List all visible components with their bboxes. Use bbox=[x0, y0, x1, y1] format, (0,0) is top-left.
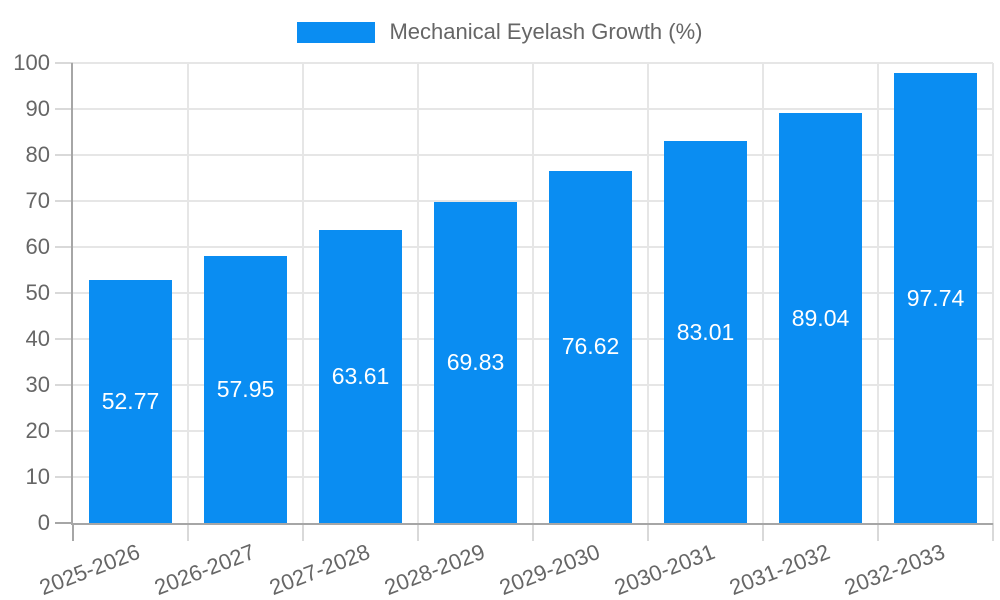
x-axis-tick-label: 2027-2028 bbox=[266, 539, 374, 600]
bar[interactable]: 83.01 bbox=[664, 141, 747, 523]
bar-value-label: 57.95 bbox=[216, 376, 275, 403]
bar[interactable]: 63.61 bbox=[319, 230, 402, 523]
x-axis-tick-label: 2025-2026 bbox=[36, 539, 144, 600]
y-axis-tick bbox=[55, 154, 73, 156]
bar-value-label: 69.83 bbox=[446, 348, 505, 375]
bar[interactable]: 76.62 bbox=[549, 170, 632, 523]
y-axis-tick-label: 70 bbox=[25, 188, 50, 213]
bar-value-label: 97.74 bbox=[906, 284, 965, 311]
y-axis-tick bbox=[55, 108, 73, 110]
x-axis-tick-label: 2028-2029 bbox=[381, 539, 489, 600]
y-axis-line bbox=[71, 63, 73, 525]
chart-legend: Mechanical Eyelash Growth (%) bbox=[0, 19, 1000, 45]
y-axis-tick-label: 100 bbox=[13, 50, 50, 75]
x-axis-tick bbox=[417, 523, 419, 541]
x-axis-tick bbox=[877, 523, 879, 541]
grid-line-vertical bbox=[302, 63, 304, 523]
y-axis-tick-label: 30 bbox=[25, 372, 50, 397]
y-axis-tick-label: 20 bbox=[25, 418, 50, 443]
y-axis-tick-label: 40 bbox=[25, 326, 50, 351]
bar[interactable]: 57.95 bbox=[204, 256, 287, 523]
y-axis-tick bbox=[55, 62, 73, 64]
plot-area: 0 10 20 30 40 50 60 70 80 90 100 52.77 2025-2026 57.9… bbox=[13, 50, 994, 600]
grid-line-vertical bbox=[417, 63, 419, 523]
bar[interactable]: 69.83 bbox=[434, 201, 517, 523]
y-axis-tick bbox=[55, 292, 73, 294]
grid-line-vertical bbox=[992, 63, 994, 523]
y-axis-tick-label: 60 bbox=[25, 234, 50, 259]
x-axis-tick-label: 2032-2033 bbox=[841, 539, 949, 600]
legend-label: Mechanical Eyelash Growth (%) bbox=[389, 19, 703, 44]
y-axis-tick-label: 10 bbox=[25, 464, 50, 489]
y-axis-tick-label: 50 bbox=[25, 280, 50, 305]
legend-item[interactable]: Mechanical Eyelash Growth (%) bbox=[297, 19, 703, 45]
y-axis-tick bbox=[55, 522, 73, 524]
bar[interactable]: 89.04 bbox=[779, 113, 862, 523]
bar[interactable]: 52.77 bbox=[89, 280, 172, 523]
bar-value-label: 52.77 bbox=[101, 388, 160, 415]
x-axis-tick bbox=[72, 523, 74, 541]
x-axis-tick-label: 2031-2032 bbox=[726, 539, 834, 600]
y-axis-tick-label: 90 bbox=[25, 96, 50, 121]
y-axis-tick-label: 80 bbox=[25, 142, 50, 167]
y-axis-tick bbox=[55, 246, 73, 248]
legend-swatch bbox=[297, 21, 376, 43]
x-axis-tick bbox=[992, 523, 994, 541]
grid-line-vertical bbox=[532, 63, 534, 523]
x-axis-tick-label: 2026-2027 bbox=[151, 539, 259, 600]
y-axis-tick bbox=[55, 384, 73, 386]
x-axis-tick bbox=[647, 523, 649, 541]
y-axis-tick bbox=[55, 200, 73, 202]
bar-value-label: 89.04 bbox=[791, 304, 850, 331]
bar-value-label: 83.01 bbox=[676, 318, 735, 345]
grid-line-vertical bbox=[762, 63, 764, 523]
bar[interactable]: 97.74 bbox=[894, 73, 977, 523]
x-axis-tick bbox=[302, 523, 304, 541]
grid-line-vertical bbox=[187, 63, 189, 523]
x-axis-tick bbox=[532, 523, 534, 541]
x-axis-tick bbox=[762, 523, 764, 541]
y-axis-tick-label: 0 bbox=[37, 510, 50, 535]
x-axis-tick-label: 2029-2030 bbox=[496, 539, 604, 600]
grid-line-vertical bbox=[877, 63, 879, 523]
y-axis-tick bbox=[55, 338, 73, 340]
bar-value-label: 63.61 bbox=[331, 363, 390, 390]
x-axis-line bbox=[71, 523, 993, 525]
x-axis-tick bbox=[187, 523, 189, 541]
grid-line-vertical bbox=[647, 63, 649, 523]
y-axis-tick bbox=[55, 430, 73, 432]
bar-value-label: 76.62 bbox=[561, 333, 620, 360]
y-axis-tick bbox=[55, 476, 73, 478]
x-axis-tick-label: 2030-2031 bbox=[611, 539, 719, 600]
